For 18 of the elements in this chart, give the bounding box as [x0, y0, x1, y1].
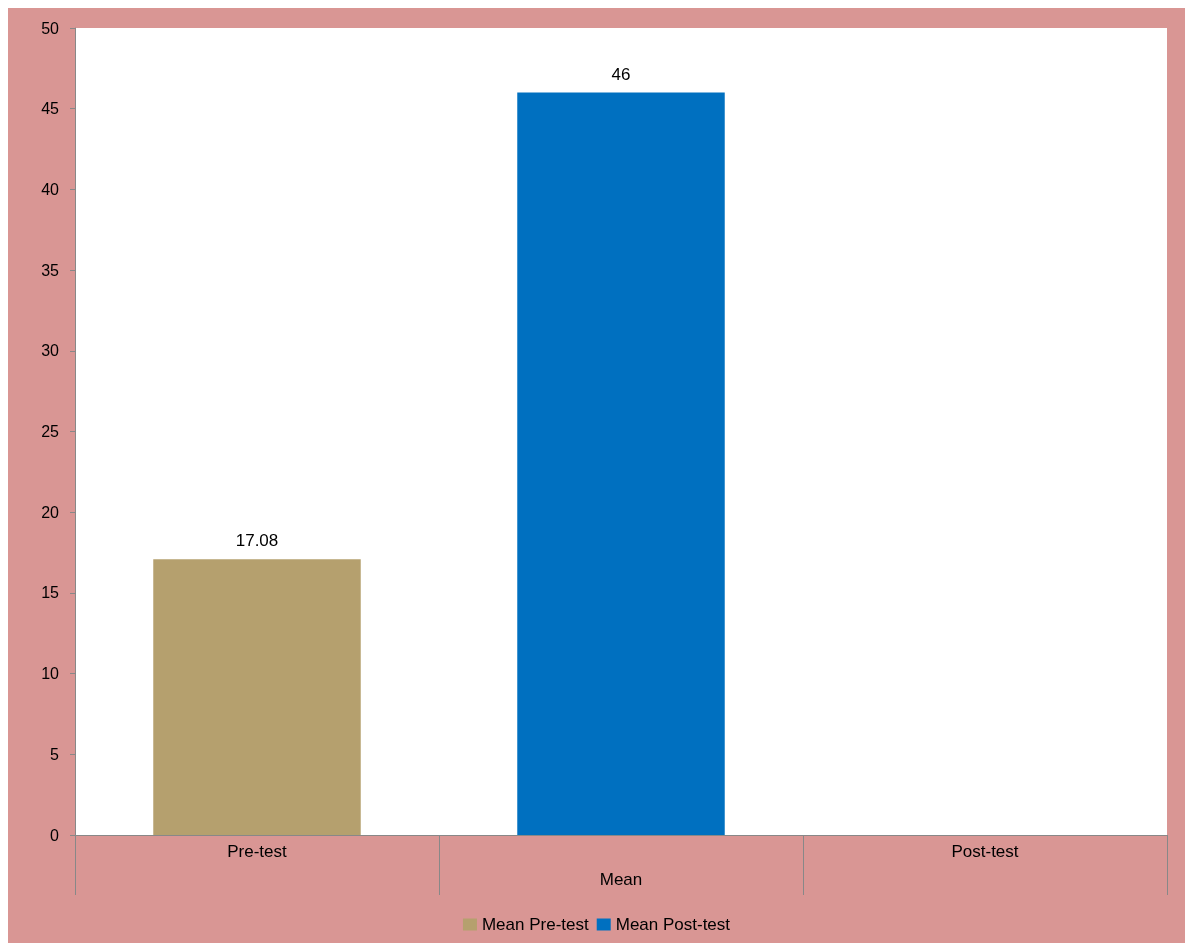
legend-label: Mean Post-test	[615, 915, 731, 934]
y-tick-label: 50	[41, 19, 60, 37]
data-label: 46	[611, 64, 631, 84]
legend-label: Mean Pre-test	[481, 915, 589, 934]
y-tick-label: 40	[41, 180, 60, 198]
y-tick-label: 45	[41, 100, 60, 118]
x-tick-label: Post-test	[951, 842, 1019, 861]
y-tick-label: 5	[50, 745, 60, 763]
x-axis-title: Mean	[599, 870, 643, 889]
y-tick-label: 25	[41, 423, 60, 440]
y-tick-label: 20	[41, 503, 60, 521]
y-tick-label: 30	[41, 342, 60, 360]
data-label: 17.08	[235, 531, 279, 551]
x-tick-label: Pre-test	[227, 842, 288, 861]
y-tick-label: 15	[41, 584, 60, 602]
y-tick-label: 35	[41, 261, 60, 279]
y-tick-label: 10	[41, 665, 60, 683]
y-tick-label: 0	[50, 826, 60, 844]
